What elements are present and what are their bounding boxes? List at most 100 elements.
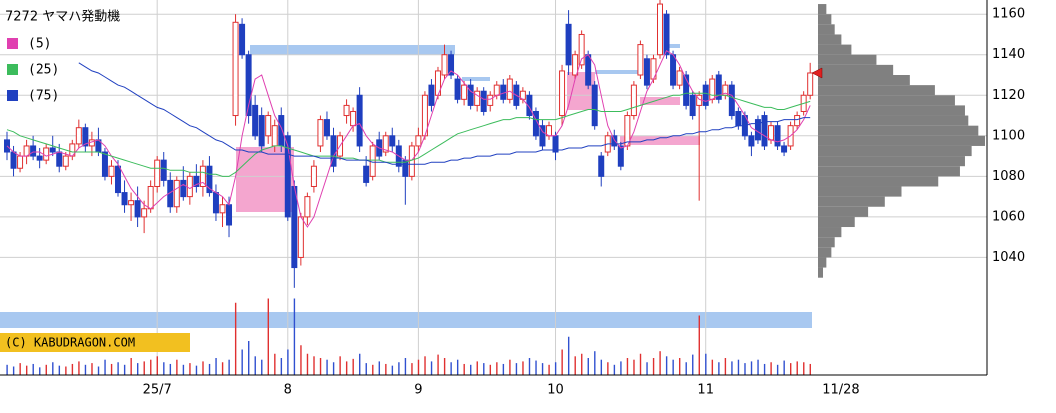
volume-bar <box>659 351 661 375</box>
volume-bar <box>287 349 289 375</box>
candle-body <box>794 115 801 127</box>
volume-bar <box>535 360 537 375</box>
candle-body <box>539 125 546 147</box>
volume-bar <box>189 363 191 375</box>
legend-label: (5) <box>28 37 51 52</box>
candle-body <box>663 13 670 56</box>
volume-bar <box>737 359 740 375</box>
legend-label: (75) <box>28 89 59 104</box>
volume-bar <box>110 363 113 375</box>
candle-body <box>643 58 650 86</box>
candle-body <box>611 135 618 147</box>
volume-bar <box>319 358 322 375</box>
volume-bar <box>137 363 139 375</box>
candle-body <box>310 165 317 187</box>
volume-bar <box>293 298 296 375</box>
profile-bar <box>818 206 869 217</box>
x-tick-label: 8 <box>284 383 292 398</box>
volume-bar <box>6 364 8 375</box>
candle-body <box>598 155 605 177</box>
y-tick-label: 1120 <box>992 88 1025 103</box>
candle-body <box>30 145 37 157</box>
candle-body <box>317 119 324 147</box>
candle-body <box>43 147 50 161</box>
volume-bar <box>626 358 629 375</box>
volume-bar <box>483 363 485 375</box>
volume-bar <box>718 362 720 375</box>
volume-bar <box>156 356 158 375</box>
y-tick-label: 1080 <box>992 169 1025 184</box>
profile-bar <box>818 156 965 167</box>
candle-body <box>461 84 468 100</box>
volume-bar <box>502 363 505 375</box>
volume-bar <box>58 365 61 375</box>
profile-bar <box>818 267 824 278</box>
candle-body <box>565 23 572 66</box>
volume-bar <box>280 358 283 375</box>
y-tick-label: 1040 <box>992 250 1025 265</box>
profile-bar <box>818 54 877 65</box>
profile-bar <box>818 257 827 268</box>
candle-body <box>683 74 690 106</box>
volume-bar <box>692 354 694 375</box>
profile-bar <box>818 145 972 157</box>
watermark: (C) KABUDRAGON.COM <box>5 336 135 350</box>
volume-bar <box>143 361 145 375</box>
candle-body <box>343 104 350 117</box>
legend-swatch <box>7 90 18 101</box>
profile-bar <box>818 166 960 177</box>
volume-bar <box>424 356 426 375</box>
volume-bar <box>678 358 681 375</box>
volume-bar <box>646 362 648 375</box>
candle-body <box>657 3 663 56</box>
volume-bar <box>45 364 47 375</box>
profile-bar <box>818 75 910 86</box>
candle-body <box>474 90 481 106</box>
volume-bar <box>130 358 132 375</box>
volume-bar <box>548 364 550 375</box>
candle-body <box>572 54 579 76</box>
ma-line <box>6 49 811 228</box>
candle-body <box>670 54 677 86</box>
volume-bar <box>783 360 785 375</box>
candle-body <box>480 90 487 112</box>
candle-body <box>219 204 226 214</box>
candle-body <box>36 155 43 161</box>
volume-bar <box>378 361 381 375</box>
volume-bar <box>541 363 544 375</box>
pink-zone <box>620 136 700 145</box>
candle-body <box>186 175 193 198</box>
volume-bar <box>652 358 655 375</box>
volume-bar <box>345 361 348 375</box>
candle-body <box>115 165 122 194</box>
candle-body <box>761 115 768 147</box>
volume-bar <box>731 361 733 375</box>
volume-bar <box>639 353 642 375</box>
volume-bar <box>698 315 700 375</box>
profile-bar <box>818 4 827 15</box>
candle-body <box>807 72 814 96</box>
candle-body <box>226 204 233 226</box>
x-tick-label: 11 <box>697 383 714 398</box>
x-tick-label: 9 <box>414 383 422 398</box>
volume-bar <box>84 364 87 375</box>
ma-line <box>78 62 811 165</box>
candle-body <box>715 74 722 100</box>
volume-bar <box>463 363 465 375</box>
volume-bar <box>215 358 217 375</box>
volume-bar <box>489 364 492 375</box>
candle-body <box>180 179 187 198</box>
candle-body <box>356 94 363 147</box>
candle-body <box>448 54 455 76</box>
volume-bar <box>248 341 250 375</box>
profile-bar <box>818 135 985 146</box>
candle-body <box>389 135 396 147</box>
candle-body <box>415 135 422 147</box>
volume-bar <box>620 361 622 375</box>
candle-body <box>128 200 135 206</box>
candle-body <box>291 185 298 269</box>
volume-bar <box>150 359 152 375</box>
volume-bar <box>561 349 563 375</box>
x-tick-label: 11/28 <box>822 383 859 398</box>
volume-bar <box>515 363 518 375</box>
